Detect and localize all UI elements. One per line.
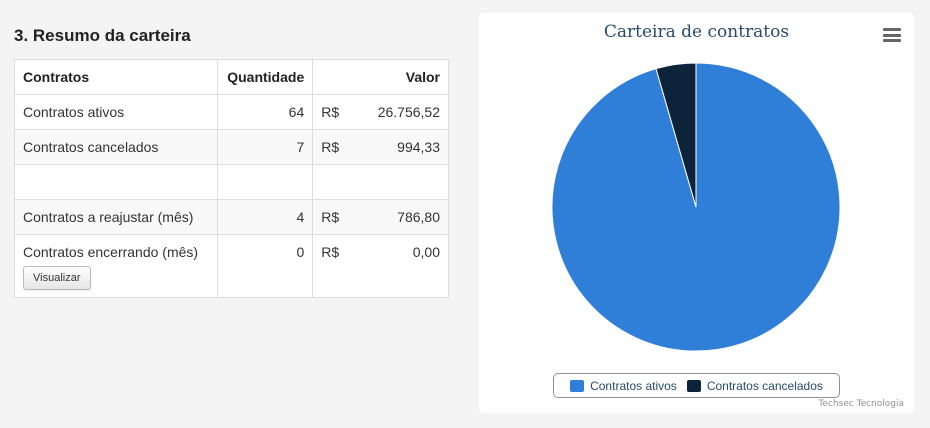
empty-cell [217, 164, 314, 200]
row-quantity: 4 [217, 199, 314, 235]
chart-panel: Carteira de contratos Contratos ativos C… [479, 13, 914, 413]
section-title: 3. Resumo da carteira [14, 26, 191, 45]
row-value: R$ 0,00 [312, 234, 449, 298]
legend-swatch [570, 379, 585, 392]
pie-chart [551, 62, 841, 352]
summary-table: Contratos Quantidade Valor Contratos ati… [13, 59, 449, 298]
table-row: Contratos cancelados 7 R$ 994,33 [13, 129, 449, 165]
amount: 994,33 [397, 139, 440, 155]
empty-cell [13, 164, 219, 200]
row-quantity: 7 [217, 129, 314, 165]
row-label: Contratos a reajustar (mês) [13, 199, 219, 235]
row-value: R$ 26.756,52 [312, 94, 449, 130]
empty-cell [312, 164, 449, 200]
currency-symbol: R$ [321, 244, 340, 260]
legend-item-cancelados[interactable]: Contratos cancelados [686, 378, 823, 393]
hamburger-menu-icon[interactable] [883, 28, 901, 42]
currency-symbol: R$ [321, 104, 340, 120]
currency-symbol: R$ [321, 139, 340, 155]
column-header-quantidade: Quantidade [217, 59, 314, 95]
amount: 786,80 [397, 209, 440, 225]
chart-legend: Contratos ativos Contratos cancelados [553, 373, 840, 398]
row-quantity: 64 [217, 94, 314, 130]
pie-slice-1[interactable] [655, 62, 697, 208]
row-label: Contratos encerrando (mês) [23, 244, 199, 260]
row-label: Contratos cancelados [13, 129, 219, 165]
legend-item-ativos[interactable]: Contratos ativos [570, 379, 677, 393]
row-quantity: 0 [217, 234, 314, 298]
row-label-cell: Contratos encerrando (mês) Visualizar [13, 234, 219, 298]
row-label: Contratos ativos [13, 94, 219, 130]
amount: 26.756,52 [377, 104, 440, 120]
chart-credits[interactable]: Techsec Tecnologia [818, 399, 904, 409]
table-row-empty [13, 164, 449, 200]
table-row: Contratos encerrando (mês) Visualizar 0 … [13, 234, 449, 298]
row-value: R$ 994,33 [312, 129, 449, 165]
visualizar-button[interactable]: Visualizar [23, 266, 91, 290]
legend-label: Contratos cancelados [706, 378, 823, 393]
currency-symbol: R$ [321, 209, 340, 225]
amount: 0,00 [412, 244, 440, 260]
row-value: R$ 786,80 [312, 199, 449, 235]
legend-swatch [686, 379, 701, 392]
chart-title: Carteira de contratos [603, 22, 790, 42]
table-header-row: Contratos Quantidade Valor [13, 59, 449, 95]
column-header-contratos: Contratos [13, 59, 219, 95]
column-header-valor: Valor [312, 59, 449, 95]
legend-label: Contratos ativos [590, 378, 677, 393]
table-row: Contratos a reajustar (mês) 4 R$ 786,80 [13, 199, 449, 235]
table-row: Contratos ativos 64 R$ 26.756,52 [13, 94, 449, 130]
